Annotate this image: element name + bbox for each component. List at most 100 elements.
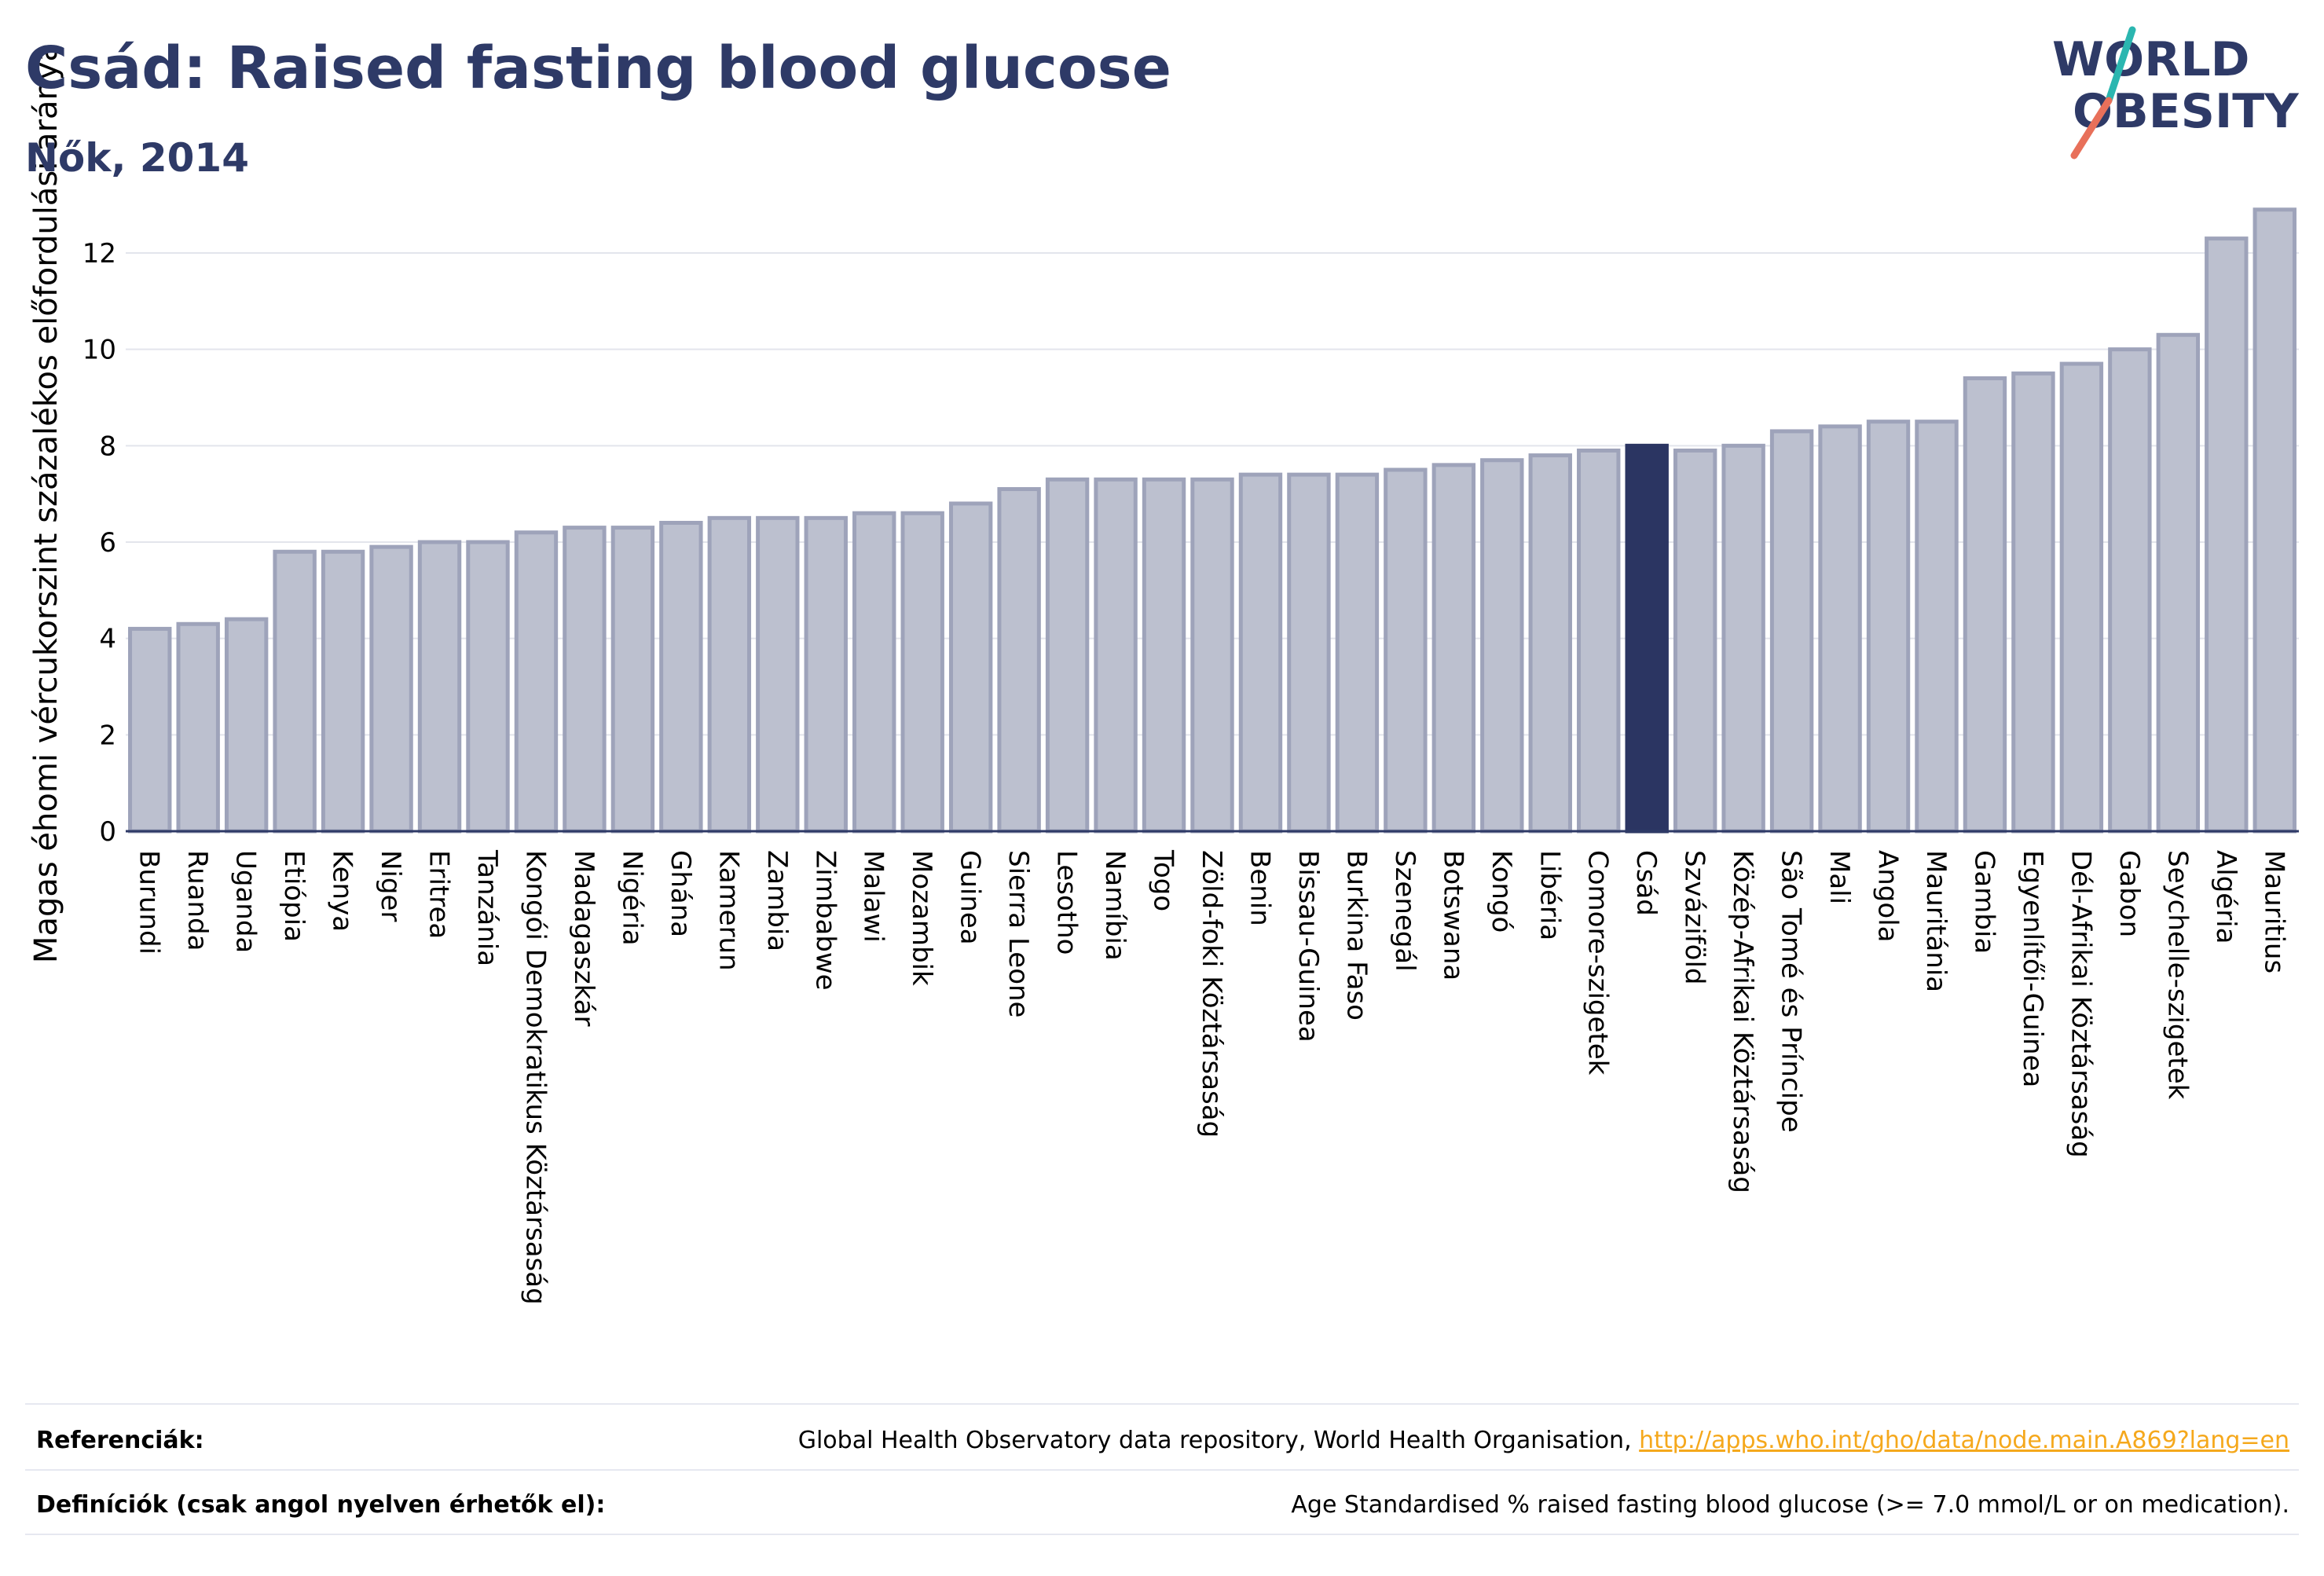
bar	[900, 511, 944, 834]
bar	[1866, 420, 1911, 834]
x-tick-label: Comore-szigetek	[1582, 850, 1614, 1076]
bar	[563, 526, 607, 834]
x-tick-label: Zöld-foki Köztársaság	[1196, 850, 1227, 1138]
bar	[321, 549, 365, 834]
x-tick-label: Uganda	[230, 850, 262, 953]
x-tick-label: Nigéria	[616, 850, 647, 946]
bar	[804, 515, 848, 834]
y-tick-label: 6	[99, 527, 116, 559]
bar	[2156, 332, 2201, 834]
bar	[1528, 453, 1572, 834]
logo-line-2: OBESITY	[2073, 84, 2300, 139]
bar	[756, 515, 800, 834]
chart-title: Csád: Raised fasting blood glucose	[25, 35, 1171, 102]
bar	[2108, 347, 2152, 834]
y-tick-label: 12	[82, 238, 116, 269]
y-axis-ticks: 0 2 4 6 8 10 12	[82, 238, 116, 848]
references-value: Global Health Observatory data repositor…	[798, 1427, 2289, 1454]
bar	[2205, 236, 2249, 834]
x-tick-label: Kenya	[327, 850, 358, 932]
x-tick-label: Egyenlítői-Guinea	[2017, 850, 2048, 1087]
x-tick-label: Kongói Demokratikus Köztársaság	[519, 850, 551, 1305]
bar	[2059, 361, 2104, 834]
x-tick-label: Angola	[1872, 850, 1904, 942]
bar	[1721, 443, 1765, 834]
bar	[1480, 458, 1524, 834]
bar-chart: 0 2 4 6 8 10 12 Burundi Ruanda Uganda Etiópia Keny…	[28, 42, 2299, 1305]
bar	[1625, 443, 1669, 834]
x-tick-label: Kongó	[1486, 850, 1517, 933]
chart-subtitle: Nők, 2014	[25, 135, 250, 181]
x-tick-label: Botswana	[1437, 850, 1468, 980]
bar	[417, 540, 462, 834]
bar	[1190, 477, 1234, 834]
bar	[610, 526, 655, 834]
bar	[2253, 207, 2297, 834]
x-tick-label: Szenegál	[1389, 850, 1420, 972]
bar	[852, 511, 896, 834]
x-tick-label: São Tomé és Príncipe	[1776, 850, 1807, 1133]
x-tick-label: Zambia	[761, 850, 793, 951]
logo-slash-teal	[2105, 26, 2136, 104]
x-tick-label: Közép-Afrikai Köztársaság	[1727, 850, 1758, 1193]
x-tick-label: Guinea	[955, 850, 986, 945]
bar	[1094, 477, 1138, 834]
x-tick-label: Dél-Afrikai Köztársaság	[2065, 850, 2096, 1158]
bar	[1045, 477, 1090, 834]
world-obesity-logo: WORLD OBESITY	[2052, 26, 2300, 159]
y-tick-label: 2	[99, 720, 116, 751]
x-tick-label: Namíbia	[1099, 850, 1131, 961]
y-axis-label: Magas éhomi vércukorszint százalékos elő…	[28, 42, 64, 963]
x-tick-label: Bissau-Guinea	[1292, 850, 1324, 1043]
x-tick-label: Zimbabwe	[809, 850, 841, 991]
x-tick-label: Burkina Faso	[1340, 850, 1372, 1021]
footer-divider-bottom	[25, 1534, 2299, 1535]
bar	[948, 501, 993, 834]
bar	[659, 520, 703, 834]
x-tick-label: Eritrea	[423, 850, 455, 939]
bar	[176, 621, 220, 834]
x-tick-label: Mauritius	[2258, 850, 2289, 973]
bar	[1963, 376, 2007, 834]
x-tick-label: Gambia	[1968, 850, 2000, 954]
bar	[1915, 420, 1959, 834]
x-tick-label: Kamerun	[713, 850, 744, 971]
bar	[707, 515, 752, 834]
x-tick-label: Lesotho	[1051, 850, 1083, 955]
x-tick-label: Algéria	[2210, 850, 2242, 944]
x-tick-label: Ghána	[665, 850, 696, 937]
x-tick-label: Togo	[1148, 849, 1179, 911]
bar	[1673, 448, 1717, 834]
bar	[1384, 467, 1428, 834]
x-tick-label: Burundi	[134, 850, 165, 955]
x-tick-label: Mali	[1824, 850, 1855, 904]
logo-slash-coral	[2070, 97, 2113, 159]
bar	[997, 487, 1041, 834]
x-tick-label: Benin	[1244, 850, 1275, 926]
bar	[1142, 477, 1186, 834]
definitions-label: Definíciók (csak angol nyelven érhetők e…	[36, 1491, 606, 1519]
references-label: Referenciák:	[36, 1427, 204, 1454]
references-link[interactable]: http://apps.who.int/gho/data/node.main.A…	[1639, 1427, 2289, 1454]
y-tick-label: 4	[99, 624, 116, 655]
x-tick-label: Niger	[375, 850, 406, 922]
bar	[466, 540, 510, 834]
bar	[273, 549, 317, 834]
logo-line-1: WORLD	[2052, 32, 2249, 87]
x-tick-label: Mozambik	[906, 850, 937, 986]
x-tick-label: Csád	[1630, 850, 1662, 916]
y-tick-label: 10	[82, 335, 116, 366]
bar	[128, 626, 172, 834]
bar	[1577, 448, 1621, 834]
footer-divider-top	[25, 1403, 2299, 1405]
bar	[1818, 424, 1862, 834]
bar	[1335, 472, 1380, 834]
bar	[369, 544, 413, 834]
x-tick-label: Szváziföld	[1679, 850, 1710, 984]
x-tick-label: Etiópia	[278, 850, 310, 942]
footer-divider-middle	[25, 1469, 2299, 1471]
x-tick-label: Gabon	[2113, 850, 2145, 937]
x-tick-label: Ruanda	[181, 850, 213, 951]
x-tick-label: Sierra Leone	[1003, 850, 1034, 1017]
x-tick-label: Libéria	[1534, 850, 1565, 940]
